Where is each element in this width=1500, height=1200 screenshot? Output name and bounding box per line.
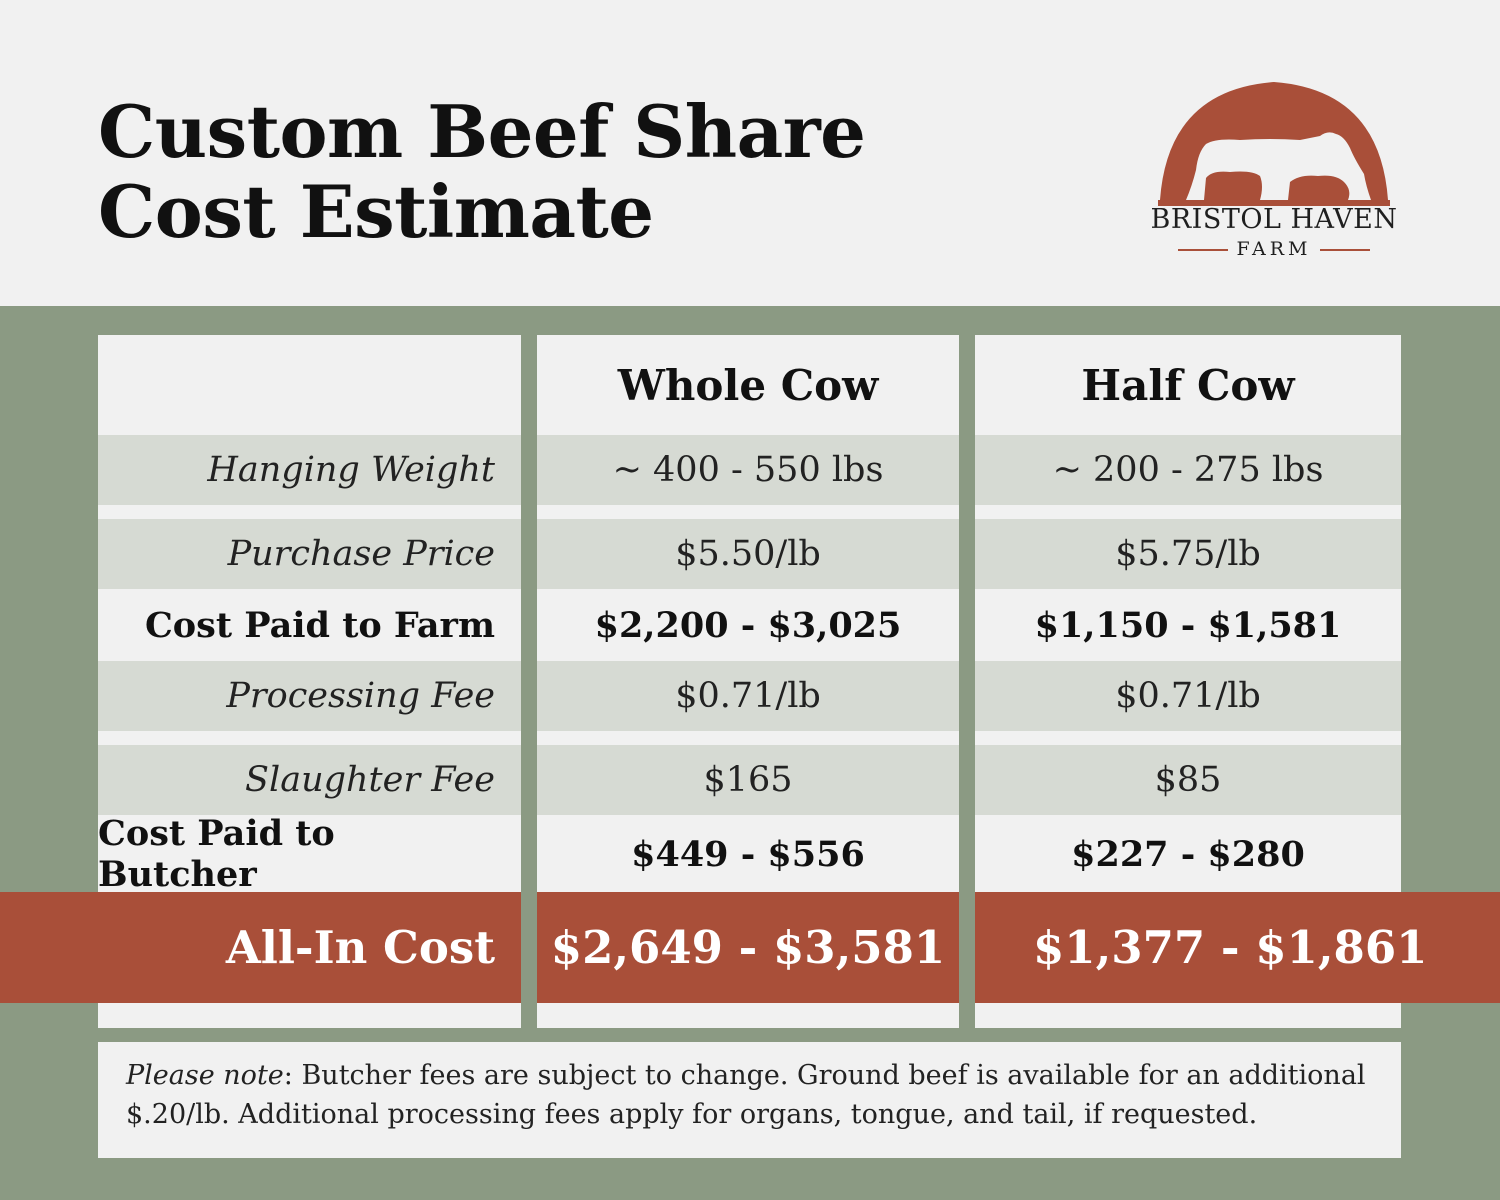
logo-farm-text: FARM <box>1236 238 1312 260</box>
table-cell-half: $1,150 - $1,581 <box>975 589 1401 661</box>
table-cell-whole: $0.71/lb <box>537 661 959 731</box>
table-cell-whole: $165 <box>537 745 959 815</box>
title-line-2: Cost Estimate <box>98 169 654 254</box>
row-label: Cost Paid to Farm <box>144 604 495 646</box>
logo-name: BRISTOL HAVEN <box>1150 204 1398 235</box>
title-line-1: Custom Beef Share <box>98 89 866 174</box>
table-cell-half: $0.71/lb <box>975 661 1401 731</box>
farm-logo: BRISTOL HAVEN FARM <box>1140 78 1408 268</box>
all-in-cost-half: $1,377 - $1,861 <box>975 892 1500 1003</box>
header-cell-half-cow: Half Cow <box>1081 360 1295 410</box>
row-label: Purchase Price <box>227 534 495 574</box>
cell-value: $449 - $556 <box>631 833 865 875</box>
cell-value: $1,150 - $1,581 <box>1034 604 1342 646</box>
cell-value: $85 <box>1154 760 1222 800</box>
table-cell-whole: ~ 400 - 550 lbs <box>537 435 959 505</box>
table-cell-half: ~ 200 - 275 lbs <box>975 435 1401 505</box>
all-in-cost-whole: $2,649 - $3,581 <box>537 892 959 1003</box>
table-row-label: Purchase Price <box>98 519 521 589</box>
header-cell-label <box>98 335 521 435</box>
logo-farm: FARM <box>1140 238 1408 260</box>
row-label: Processing Fee <box>226 676 495 716</box>
logo-rule-right <box>1319 249 1370 251</box>
cell-value: $5.50/lb <box>675 534 821 574</box>
cell-value: $165 <box>703 760 793 800</box>
cell-value: $0.71/lb <box>1115 676 1261 716</box>
row-label: Cost Paid to Butcher <box>98 813 335 895</box>
table-row-label: Processing Fee <box>98 661 521 731</box>
logo-rule-left <box>1178 249 1229 251</box>
cell-value: $227 - $280 <box>1071 833 1305 875</box>
table-cell-half: $227 - $280 <box>975 815 1401 893</box>
cell-value: ~ 400 - 550 lbs <box>612 450 884 490</box>
table-cell-whole: $449 - $556 <box>537 815 959 893</box>
table-row-label: Cost Paid to Butcher <box>98 813 521 895</box>
cell-value: ~ 200 - 275 lbs <box>1052 450 1324 490</box>
label-column: Hanging Weight Purchase Price Cost Paid … <box>98 335 521 1028</box>
table-row-label: Hanging Weight <box>98 435 521 505</box>
table-cell-half: $5.75/lb <box>975 519 1401 589</box>
table-cell-whole: $2,200 - $3,025 <box>537 589 959 661</box>
cell-value: $5.75/lb <box>1115 534 1261 574</box>
note-text: : Butcher fees are subject to change. Gr… <box>126 1060 1366 1130</box>
table-row-label: Slaughter Fee <box>98 745 521 815</box>
footnote: Please note: Butcher fees are subject to… <box>98 1042 1401 1158</box>
table-cell-half: $85 <box>975 745 1401 815</box>
page-title: Custom Beef Share Cost Estimate <box>98 89 866 254</box>
row-label: Hanging Weight <box>207 450 495 490</box>
cattle-silhouette-icon <box>1158 82 1390 206</box>
cell-value: $2,200 - $3,025 <box>594 604 902 646</box>
all-in-cost-label: All-In Cost <box>0 892 521 1003</box>
table-cell-whole: $5.50/lb <box>537 519 959 589</box>
header-cell-whole-cow: Whole Cow <box>617 360 879 410</box>
note-lead: Please note <box>126 1060 284 1091</box>
cell-value: $0.71/lb <box>675 676 821 716</box>
row-label: Slaughter Fee <box>245 760 495 800</box>
table-row-label: Cost Paid to Farm <box>98 589 521 661</box>
